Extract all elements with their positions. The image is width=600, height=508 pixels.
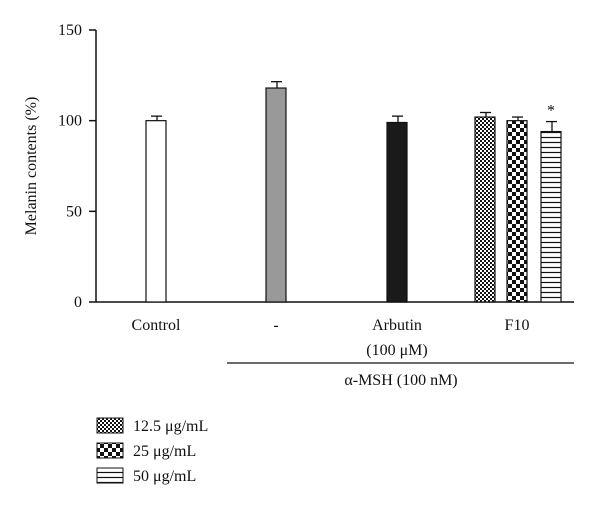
bar	[386, 121, 408, 303]
y-tick-label: 0	[74, 294, 82, 311]
group-label-arbutin: Arbutin	[372, 317, 422, 334]
y-tick-label: 50	[66, 203, 82, 220]
bar	[145, 120, 167, 303]
legend-swatch-12-5	[96, 417, 124, 434]
y-axis-ticks: 0 50 100 150	[58, 22, 96, 311]
bar	[474, 116, 496, 303]
group-label-control: Control	[132, 317, 181, 334]
group-label-msh-only: -	[273, 317, 278, 334]
legend-label-12-5: 12.5 μg/mL	[133, 418, 208, 435]
y-tick-label: 100	[58, 113, 82, 130]
group-label-f10: F10	[505, 317, 530, 334]
bars-layer: *	[145, 81, 562, 303]
bar	[265, 87, 287, 303]
legend-swatch-50	[96, 467, 124, 484]
arbutin-concentration-label: (100 μM)	[366, 342, 427, 359]
y-axis-title: Melanin contents (%)	[23, 97, 40, 236]
legend: 12.5 μg/mL 25 μg/mL 50 μg/mL	[96, 417, 208, 485]
bar	[540, 130, 562, 303]
legend-swatch-25	[96, 442, 124, 459]
treatment-label: α-MSH (100 nM)	[344, 372, 457, 389]
legend-label-25: 25 μg/mL	[133, 443, 196, 460]
legend-label-50: 50 μg/mL	[133, 468, 196, 485]
bar	[506, 120, 528, 303]
significance-marker: *	[547, 103, 555, 120]
y-tick-label: 150	[58, 22, 82, 39]
